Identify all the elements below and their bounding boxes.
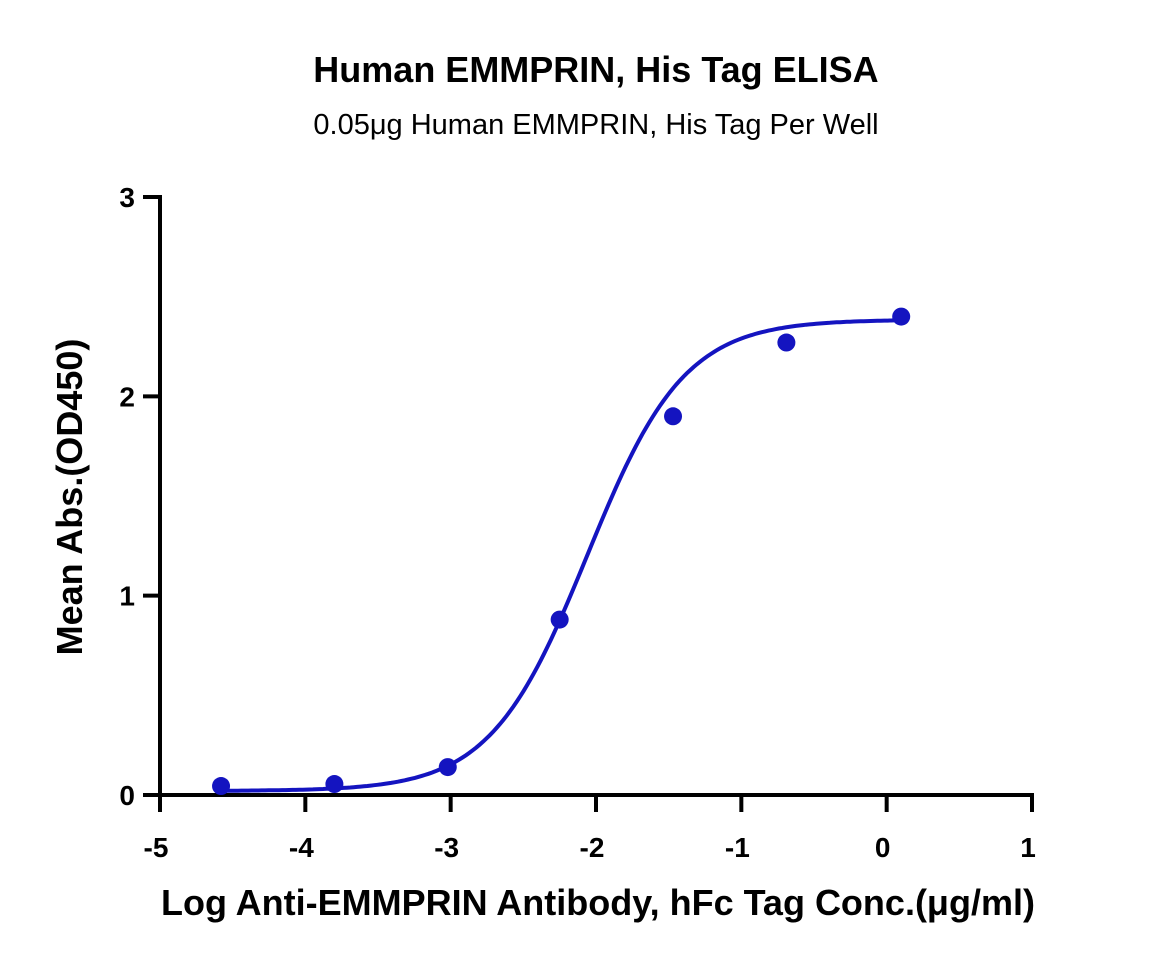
- x-tick-label: 1: [1020, 832, 1036, 863]
- fit-curve: [220, 318, 902, 793]
- x-tick-label: -3: [434, 832, 459, 863]
- data-point: [777, 333, 796, 352]
- y-tick-label: 2: [119, 381, 135, 412]
- data-point: [664, 407, 683, 426]
- x-tick-label: -2: [580, 832, 605, 863]
- y-tick-label: 3: [119, 182, 135, 213]
- data-point: [892, 307, 911, 326]
- y-tick-label: 0: [119, 780, 135, 811]
- x-tick-label: -5: [144, 832, 169, 863]
- x-axis-label: Log Anti-EMMPRIN Antibody, hFc Tag Conc.…: [161, 882, 1035, 923]
- data-point: [438, 758, 457, 777]
- x-tick-label: 0: [875, 832, 891, 863]
- data-point: [212, 777, 231, 796]
- data-points: [212, 307, 911, 796]
- chart-title: Human EMMPRIN, His Tag ELISA: [313, 49, 878, 90]
- chart-subtitle: 0.05μg Human EMMPRIN, His Tag Per Well: [313, 109, 878, 141]
- data-point: [325, 775, 344, 794]
- data-point: [550, 610, 569, 629]
- axes: -5 -4 -3 -2 -1 0 1 0 1 2 3: [119, 182, 1035, 863]
- x-tick-label: -4: [289, 832, 314, 863]
- x-tick-label: -1: [725, 832, 750, 863]
- y-tick-label: 1: [119, 581, 135, 612]
- y-axis-label: Mean Abs.(OD450): [49, 339, 90, 656]
